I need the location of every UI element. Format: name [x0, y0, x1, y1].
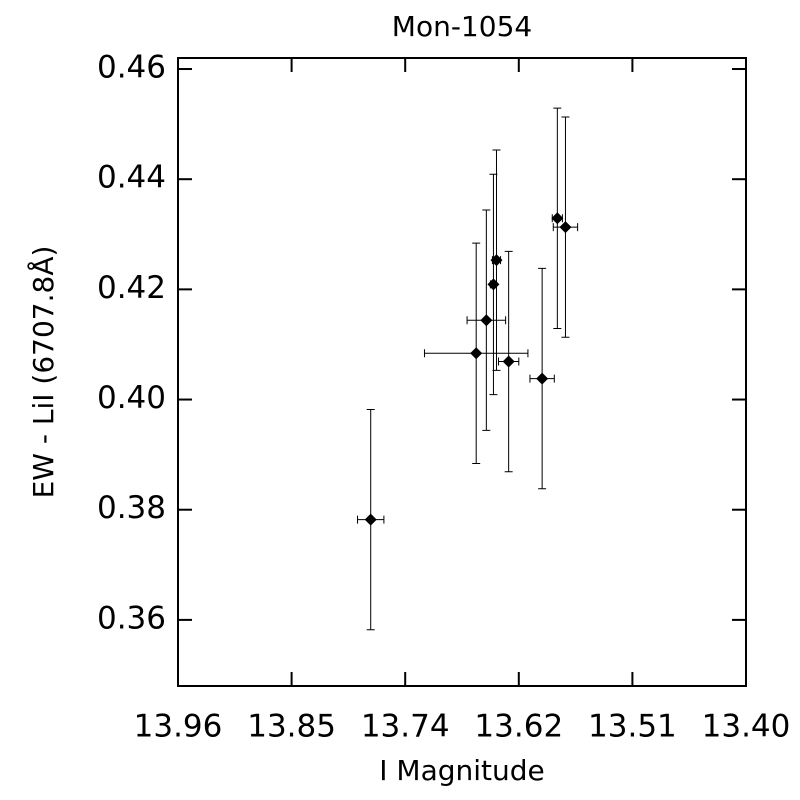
x-tick-label: 13.40 — [702, 709, 791, 745]
y-tick-label: 0.36 — [97, 600, 166, 636]
point — [551, 212, 564, 225]
y-tick-label: 0.40 — [97, 380, 166, 416]
y-tick-label: 0.46 — [97, 50, 166, 86]
x-tick-label: 13.62 — [474, 709, 563, 745]
x-tick-label: 13.96 — [134, 709, 223, 745]
point — [487, 278, 500, 291]
x-axis-label: I Magnitude — [379, 754, 545, 787]
point — [364, 513, 377, 526]
y-tick-label: 0.38 — [97, 490, 166, 526]
x-tick-label: 13.85 — [247, 709, 336, 745]
point — [480, 314, 493, 327]
chart-title: Mon-1054 — [392, 10, 532, 43]
plot-frame — [177, 57, 747, 687]
x-tick-label: 13.74 — [361, 709, 450, 745]
point — [559, 221, 572, 234]
y-axis-label: EW - LiI (6707.8Å) — [26, 246, 60, 499]
y-tick-label: 0.44 — [97, 160, 166, 196]
x-tick-label: 13.51 — [588, 709, 677, 745]
point — [470, 347, 483, 360]
point — [502, 355, 515, 368]
point — [536, 372, 549, 385]
point — [490, 254, 503, 267]
y-tick-label: 0.42 — [97, 270, 166, 306]
